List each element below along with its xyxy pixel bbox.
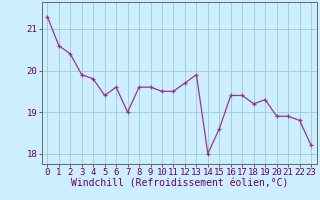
X-axis label: Windchill (Refroidissement éolien,°C): Windchill (Refroidissement éolien,°C) — [70, 179, 288, 189]
